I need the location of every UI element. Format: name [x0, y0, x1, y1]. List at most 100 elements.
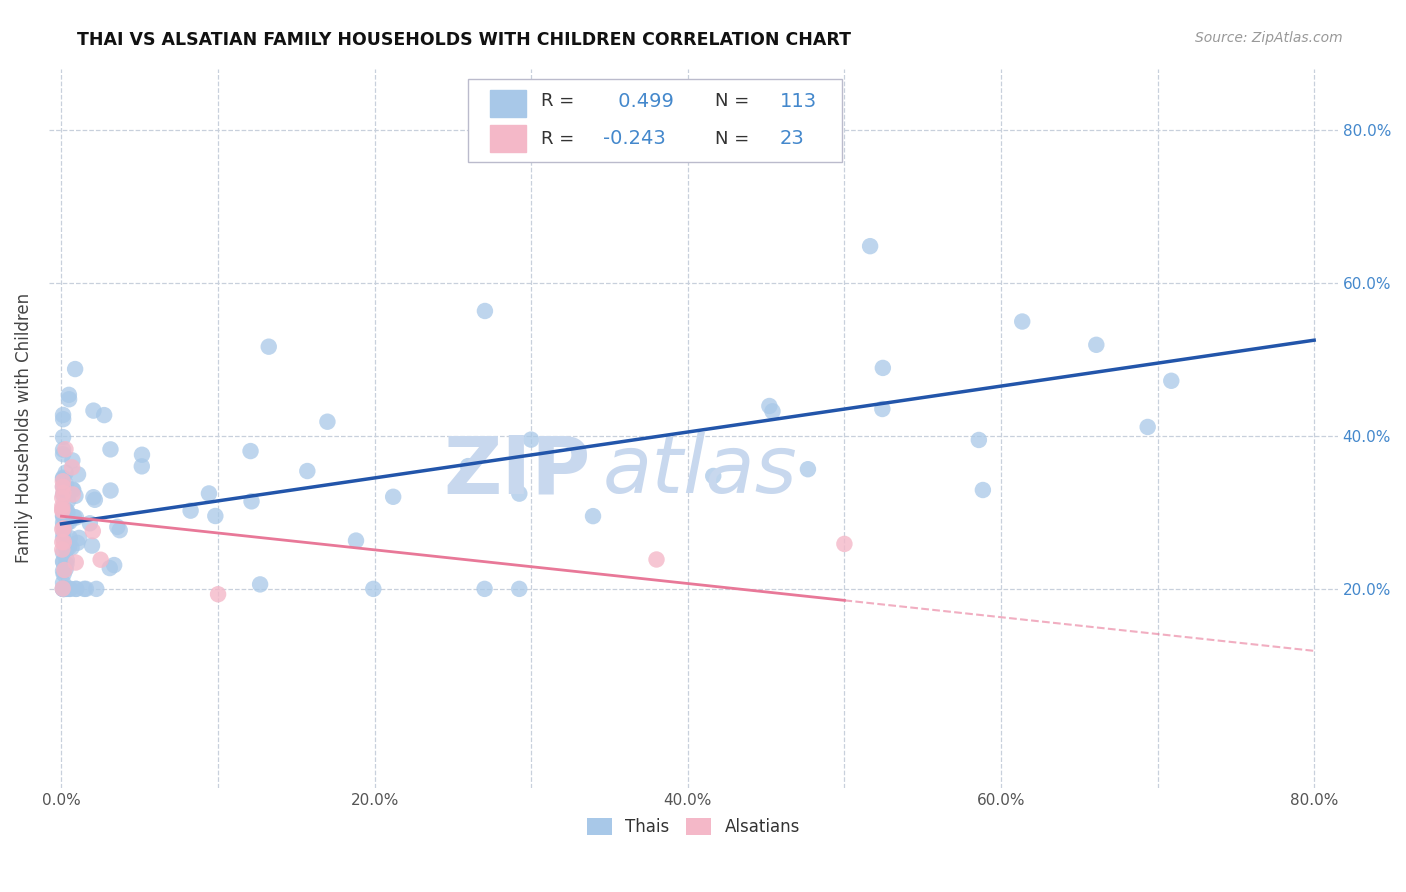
Text: -0.243: -0.243: [603, 129, 666, 148]
Text: THAI VS ALSATIAN FAMILY HOUSEHOLDS WITH CHILDREN CORRELATION CHART: THAI VS ALSATIAN FAMILY HOUSEHOLDS WITH …: [77, 31, 851, 49]
Text: 113: 113: [780, 92, 817, 111]
Point: [53, 483, 76, 498]
Point: [51, 504, 73, 518]
Text: N =: N =: [716, 130, 749, 148]
Point: [834, 537, 856, 551]
Point: [55, 503, 77, 517]
Point: [59, 582, 82, 596]
Text: atlas: atlas: [603, 433, 797, 510]
Point: [67, 531, 90, 545]
Point: [972, 483, 994, 497]
Point: [52, 531, 75, 545]
Point: [508, 486, 530, 500]
Point: [90, 553, 112, 567]
Point: [56, 582, 79, 596]
Point: [180, 503, 202, 517]
Point: [73, 582, 96, 596]
Point: [103, 558, 125, 572]
Point: [52, 546, 75, 560]
Legend: Thais, Alsatians: Thais, Alsatians: [578, 809, 808, 844]
Point: [65, 510, 87, 524]
Point: [62, 483, 84, 497]
Point: [52, 471, 75, 485]
Point: [100, 442, 122, 457]
Y-axis label: Family Households with Children: Family Households with Children: [15, 293, 32, 563]
Point: [82, 490, 104, 504]
Point: [1160, 374, 1182, 388]
Point: [131, 459, 153, 474]
Point: [52, 575, 75, 590]
Point: [758, 399, 780, 413]
Point: [105, 520, 128, 534]
Point: [51, 542, 73, 557]
Point: [75, 582, 97, 596]
Point: [52, 535, 75, 549]
Point: [52, 472, 75, 486]
Point: [702, 469, 724, 483]
Point: [474, 304, 496, 318]
Text: ZIP: ZIP: [443, 433, 591, 510]
Point: [198, 486, 221, 500]
Point: [52, 582, 75, 596]
Point: [508, 582, 530, 596]
Point: [1011, 314, 1033, 328]
Point: [761, 404, 783, 418]
Point: [240, 494, 263, 508]
Point: [82, 403, 104, 417]
Point: [51, 535, 73, 549]
Text: R =: R =: [541, 130, 575, 148]
Bar: [489, 125, 526, 153]
Point: [93, 408, 115, 422]
Point: [80, 539, 103, 553]
Point: [52, 442, 75, 457]
Point: [100, 483, 122, 498]
Point: [52, 508, 75, 523]
FancyBboxPatch shape: [468, 79, 842, 162]
Point: [55, 477, 77, 491]
Point: [55, 553, 77, 567]
Point: [52, 508, 75, 523]
Point: [55, 442, 77, 457]
Point: [457, 459, 479, 474]
Point: [1085, 338, 1108, 352]
Point: [63, 362, 86, 376]
Point: [51, 491, 73, 505]
Point: [52, 582, 75, 596]
Point: [52, 412, 75, 426]
Point: [52, 475, 75, 489]
Point: [872, 360, 894, 375]
Point: [56, 506, 79, 520]
Point: [55, 562, 77, 576]
Text: 23: 23: [780, 129, 804, 148]
Point: [60, 460, 83, 475]
Point: [58, 388, 80, 402]
Point: [108, 523, 131, 537]
Point: [60, 453, 83, 467]
Point: [131, 448, 153, 462]
Point: [58, 515, 80, 529]
Point: [52, 521, 75, 535]
Point: [58, 540, 80, 554]
Point: [52, 486, 75, 500]
Point: [474, 582, 496, 596]
Point: [60, 482, 83, 496]
Point: [52, 408, 75, 422]
Point: [55, 557, 77, 571]
Point: [204, 508, 226, 523]
Point: [363, 582, 385, 596]
Point: [52, 555, 75, 569]
Point: [52, 526, 75, 541]
Point: [645, 552, 668, 566]
Point: [52, 516, 75, 530]
Point: [520, 433, 543, 447]
Point: [55, 516, 77, 531]
Point: [53, 582, 76, 596]
Point: [53, 563, 76, 577]
Point: [79, 516, 101, 531]
Point: [52, 519, 75, 533]
Point: [382, 490, 405, 504]
Text: N =: N =: [716, 92, 749, 110]
Point: [67, 467, 90, 482]
Point: [207, 587, 229, 601]
Point: [56, 493, 79, 508]
